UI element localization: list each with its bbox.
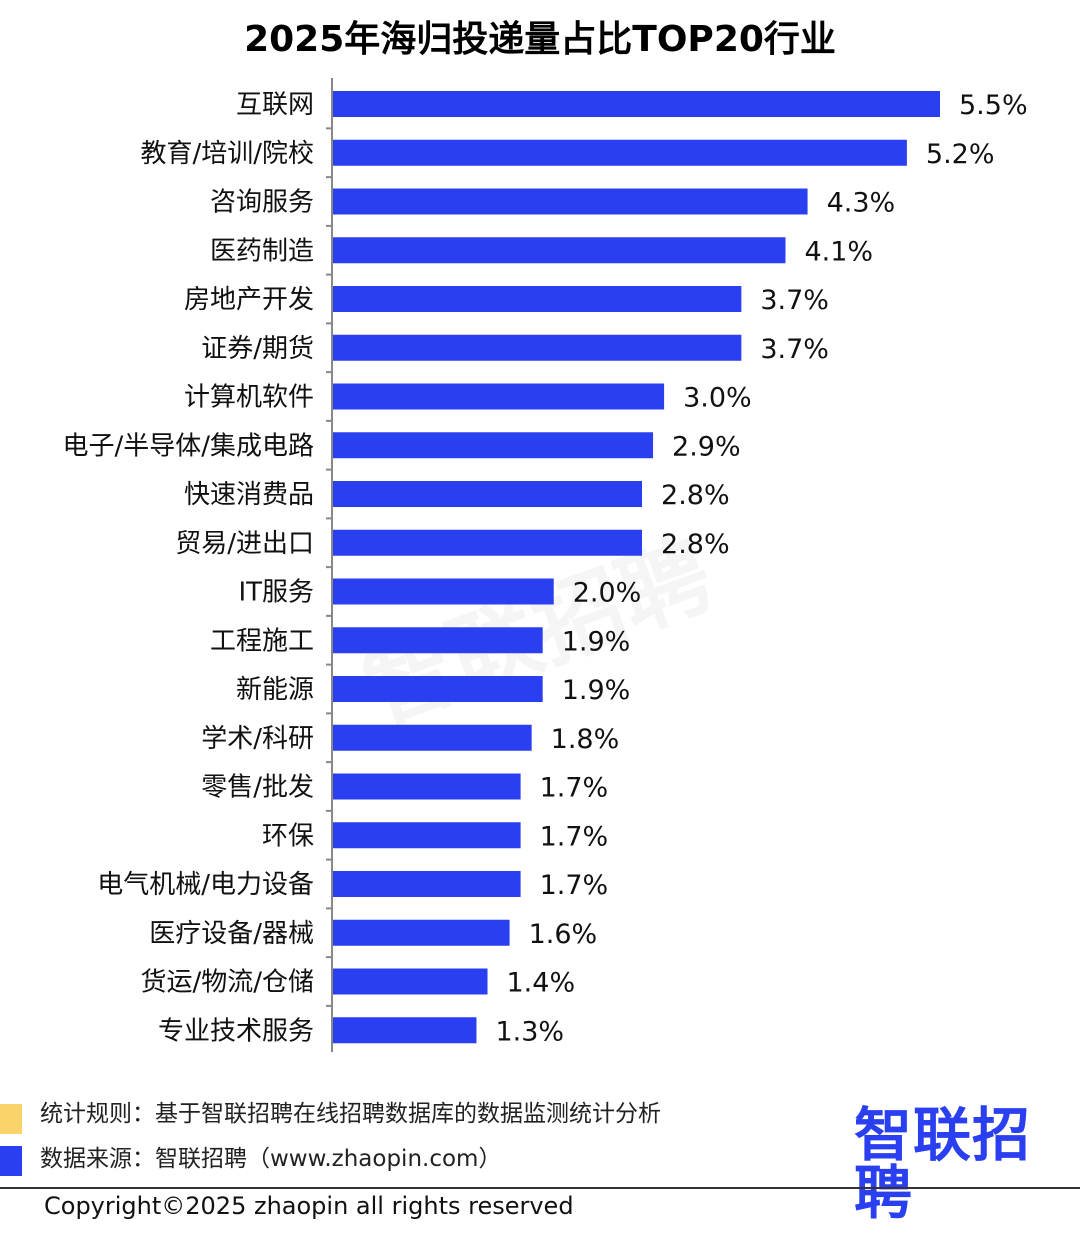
copyright-text: Copyright©2025 zhaopin all rights reserv…: [44, 1192, 574, 1220]
value-label: 3.7%: [760, 285, 829, 316]
bar: [333, 822, 521, 849]
bar: [333, 676, 543, 702]
value-label: 1.4%: [507, 968, 576, 999]
bar: [333, 968, 488, 995]
zhaopin-logo: 智联招聘: [854, 1101, 1032, 1227]
value-label: 5.2%: [926, 139, 995, 170]
value-label: 3.7%: [760, 334, 829, 365]
category-label: 快速消费品: [184, 480, 314, 510]
bar: [333, 432, 654, 459]
bar: [333, 871, 521, 897]
bar: [333, 334, 742, 361]
category-label: 贸易/进出口: [175, 529, 314, 559]
bar: [333, 383, 665, 410]
category-label: 互联网: [236, 90, 314, 120]
value-label: 1.6%: [529, 919, 598, 950]
value-label: 1.9%: [562, 626, 631, 657]
category-label: 学术/科研: [201, 724, 314, 754]
category-label: 新能源: [236, 675, 314, 705]
value-label: 4.3%: [827, 188, 896, 219]
category-label: 环保: [262, 821, 314, 851]
value-label: 2.8%: [661, 529, 730, 560]
bar: [333, 578, 554, 605]
chart-title: 2025年海归投递量占比TOP20行业: [244, 19, 836, 60]
value-label: 1.9%: [562, 675, 631, 706]
legend-swatch-blue: [0, 1146, 22, 1176]
bar: [333, 188, 808, 215]
category-label: IT服务: [238, 578, 314, 608]
bar: [333, 627, 543, 654]
value-label: 1.7%: [540, 870, 609, 901]
category-label: 货运/物流/仓储: [140, 968, 314, 998]
bar: [333, 724, 532, 751]
value-label: 1.8%: [551, 724, 620, 755]
value-label: 2.0%: [573, 578, 642, 609]
bar: [333, 1017, 477, 1044]
value-label: 4.1%: [804, 236, 873, 267]
value-label: 1.7%: [540, 821, 609, 852]
category-label: 房地产开发: [184, 285, 314, 315]
bar: [333, 286, 742, 312]
footer-rule-text: 统计规则：基于智联招聘在线招聘数据库的数据监测统计分析: [40, 1101, 661, 1127]
bar: [333, 237, 786, 264]
category-label: 电气机械/电力设备: [97, 870, 314, 900]
value-label: 2.8%: [661, 480, 730, 511]
category-label: 咨询服务: [210, 188, 314, 218]
bar-chart: 互联网 5.5% 教育/培训/院校 5.2% 咨询服务 4.3% 医药制造 4.1% 房地产开发…: [62, 78, 1028, 1052]
category-label: 证券/期货: [201, 334, 314, 364]
bar: [333, 139, 907, 166]
legend-swatch-yellow: [0, 1104, 22, 1134]
bar: [333, 919, 510, 946]
value-label: 1.3%: [495, 1016, 564, 1047]
bar: [333, 773, 521, 800]
category-label: 教育/培训/院校: [140, 139, 314, 169]
category-label: 零售/批发: [201, 773, 314, 803]
value-label: 2.9%: [672, 431, 741, 462]
footer-source-text: 数据来源：智联招聘（www.zhaopin.com）: [40, 1146, 502, 1172]
category-label: 工程施工: [210, 626, 314, 656]
value-label: 1.7%: [540, 773, 609, 804]
bar: [333, 529, 643, 556]
value-label: 3.0%: [683, 383, 752, 414]
footer-divider: [0, 1187, 1080, 1189]
value-label: 5.5%: [959, 90, 1028, 121]
category-label: 电子/半导体/集成电路: [62, 431, 314, 461]
bar: [333, 91, 940, 117]
category-label: 医药制造: [210, 236, 314, 266]
category-label: 计算机软件: [184, 383, 314, 413]
bar: [333, 481, 643, 507]
category-label: 医疗设备/器械: [149, 919, 314, 949]
category-label: 专业技术服务: [158, 1016, 314, 1046]
